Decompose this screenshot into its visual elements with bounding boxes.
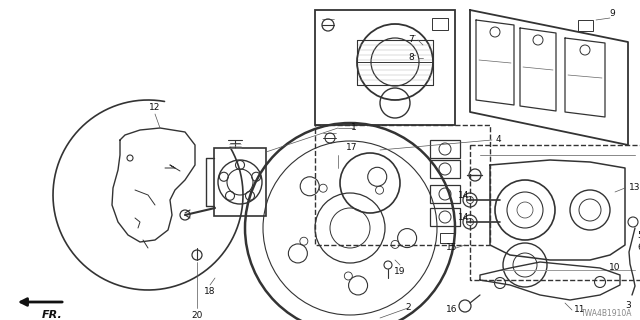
Bar [432,18,448,30]
Text: 14: 14 [458,213,470,222]
Text: 12: 12 [149,103,161,113]
Text: TWA4B1910A: TWA4B1910A [580,309,632,318]
Text: 6: 6 [637,244,640,252]
Bar [430,160,460,178]
Bar [578,20,593,31]
Bar [315,125,490,245]
Text: 19: 19 [394,268,406,276]
Text: 5: 5 [637,230,640,239]
Text: 1: 1 [351,124,357,132]
Text: 13: 13 [629,183,640,193]
Text: 18: 18 [204,287,216,297]
Bar [430,208,460,226]
Text: 15: 15 [446,244,458,252]
Bar [470,145,640,280]
Text: 3: 3 [625,300,631,309]
Text: 17: 17 [346,143,358,153]
Text: 7: 7 [408,36,414,44]
Text: 14: 14 [458,190,470,199]
Text: 20: 20 [191,310,203,319]
Text: 16: 16 [446,306,458,315]
Bar [315,10,455,125]
Text: 4: 4 [495,135,501,145]
Text: 9: 9 [609,10,615,19]
Text: 2: 2 [405,303,411,313]
Text: FR.: FR. [42,310,62,320]
Text: 10: 10 [609,263,621,273]
Text: 8: 8 [408,53,414,62]
Bar [214,148,266,216]
Text: 11: 11 [574,306,586,315]
Bar [440,233,454,243]
Bar [430,140,460,158]
Bar [430,185,460,203]
